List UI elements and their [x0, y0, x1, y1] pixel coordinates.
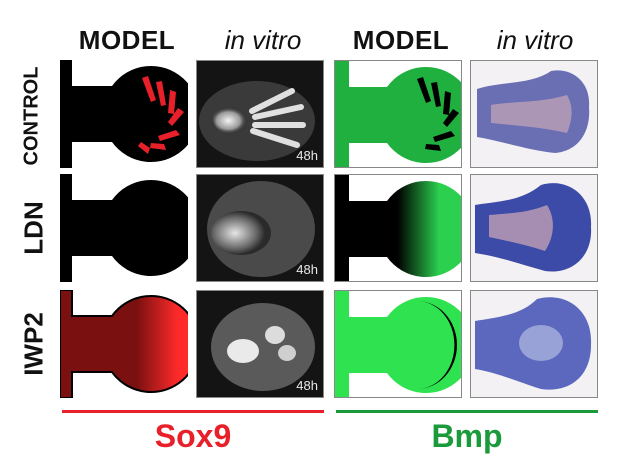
bmp-underline	[336, 410, 598, 413]
sox9-in-vitro-iwp2-image: 48h	[196, 290, 324, 398]
timestamp-label: 48h	[296, 148, 318, 163]
column-header-in-vitro-stain: in vitro	[496, 25, 574, 55]
bmp-in-vitro-ldn-image	[470, 174, 598, 282]
sox9-model-control-panel	[60, 60, 188, 168]
timestamp-label: 48h	[296, 378, 318, 393]
sox9-model-iwp2-panel	[60, 290, 188, 398]
sox9-in-vitro-ldn-image: 48h	[196, 174, 324, 282]
bmp-model-control-panel	[334, 60, 462, 168]
bmp-model-ldn-panel	[334, 174, 462, 282]
column-header-model-bmp: MODEL	[352, 25, 450, 55]
timestamp-label: 48h	[296, 262, 318, 277]
sox9-model-ldn-panel	[60, 174, 188, 282]
bmp-in-vitro-control-image	[470, 60, 598, 168]
sox9-underline	[62, 410, 324, 413]
bmp-model-iwp2-panel	[334, 290, 462, 398]
column-header-model-sox9: MODEL	[78, 25, 176, 55]
column-header-in-vitro-fluorescence: in vitro	[224, 25, 302, 55]
bmp-in-vitro-iwp2-image	[470, 290, 598, 398]
sox9-in-vitro-control-image: 48h	[196, 60, 324, 168]
gene-label-sox9: Sox9	[154, 418, 232, 454]
gene-label-bmp: Bmp	[431, 418, 503, 454]
